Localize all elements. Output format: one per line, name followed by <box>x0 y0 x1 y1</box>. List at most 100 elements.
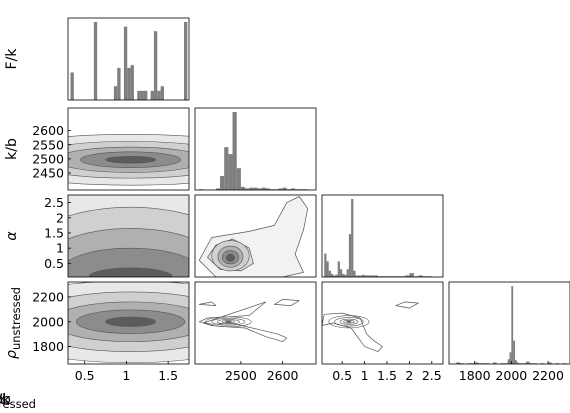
histogram-bar <box>253 187 258 190</box>
histogram-bar <box>93 22 98 100</box>
x-axis-label-Fk: F/k <box>0 392 11 408</box>
histogram-bar <box>143 90 148 100</box>
panel-frame <box>194 107 317 191</box>
contour-level-1 <box>334 317 364 327</box>
x-tick-label: 0.5 <box>332 368 352 383</box>
histogram-bar <box>515 360 517 364</box>
y-tick-label: 0.5 <box>44 256 64 271</box>
histogram-bar <box>418 275 423 277</box>
contour-region-0 <box>198 301 288 342</box>
panel-frame <box>67 107 190 191</box>
histogram-bar <box>369 275 374 277</box>
histogram-bar <box>240 186 246 190</box>
y-tick-label: 2 <box>56 210 64 225</box>
histogram-bar <box>140 90 144 100</box>
y-axis-label-rho: ρunstressed <box>4 287 23 359</box>
histogram-bar <box>339 269 343 277</box>
contour-level-3 <box>225 253 235 262</box>
histogram-bar <box>127 67 131 100</box>
x-axis-label-alpha: α <box>0 392 5 408</box>
histogram-bar <box>249 187 254 190</box>
histogram-bar <box>245 188 250 190</box>
x-tick-label: 1800 <box>459 368 491 383</box>
y-tick-label: 1800 <box>32 339 64 354</box>
histogram-bar <box>348 234 352 277</box>
contour-level-3 <box>343 319 355 324</box>
histogram-bar <box>335 274 338 277</box>
contour-region-1 <box>395 301 419 309</box>
panel-frame <box>67 194 190 278</box>
histogram-bar <box>353 270 356 277</box>
contour-level-4 <box>105 316 156 327</box>
contour-level-2 <box>339 318 359 325</box>
histogram-bar <box>516 362 519 364</box>
histogram-bar <box>493 362 497 364</box>
y-tick-label: 2500 <box>32 151 64 166</box>
y-tick-label: 2200 <box>32 289 64 304</box>
histogram-bar <box>261 187 266 190</box>
y-tick-label: 1.5 <box>44 225 64 240</box>
y-tick-label: 1 <box>56 241 64 256</box>
x-tick-label: 2200 <box>532 368 564 383</box>
histogram-bar <box>509 352 512 364</box>
contour-level-4 <box>346 320 352 323</box>
histogram-rho <box>456 286 567 364</box>
contour-level-0 <box>205 316 252 328</box>
y-tick-label: 2550 <box>32 137 64 152</box>
contour-level-4 <box>225 320 232 323</box>
contour-panel-kb-vs-Fk <box>68 134 189 186</box>
histogram-bar <box>130 65 134 100</box>
contour-level-1 <box>211 317 246 326</box>
histogram-bar <box>330 273 334 277</box>
histogram-bar <box>113 86 118 100</box>
y-tick-label: 2.5 <box>44 195 64 210</box>
contour-region-0 <box>322 312 383 352</box>
x-tick-label: 0.5 <box>75 368 95 383</box>
histogram-bar <box>373 275 379 277</box>
histogram-bar <box>278 188 283 190</box>
panel-frame <box>194 281 317 365</box>
histogram-bar <box>548 362 552 364</box>
histogram-bar <box>404 275 410 277</box>
contour-panel-rho-vs-Fk <box>68 282 189 364</box>
histogram-bar <box>137 90 141 100</box>
histogram-Fk <box>70 22 188 100</box>
x-tick-label: 2.5 <box>422 368 442 383</box>
histogram-bar <box>342 273 345 277</box>
contour-level-3 <box>221 320 235 324</box>
y-axis-label-Fk: F/k <box>4 48 20 70</box>
contour-region-2 <box>198 301 217 306</box>
histogram-bar <box>513 340 515 364</box>
histogram-bar <box>183 22 188 100</box>
histogram-bar <box>360 275 363 277</box>
histogram-bar <box>265 188 271 190</box>
histogram-bar <box>344 274 347 277</box>
contour-level-0 <box>328 315 370 329</box>
x-tick-label: 2600 <box>267 368 299 383</box>
histogram-bar <box>232 112 237 190</box>
x-axis-label-kb: k/b <box>0 392 11 408</box>
x-tick-label: 1 <box>361 368 369 383</box>
histogram-bar <box>117 67 121 100</box>
y-tick-label: 2450 <box>32 166 64 181</box>
histogram-bar <box>282 187 287 190</box>
x-axis-label-rho: ρunstressed <box>0 392 36 411</box>
y-tick-label: 2600 <box>32 123 64 138</box>
histogram-bar <box>257 188 262 190</box>
histogram-bar <box>123 26 128 100</box>
y-tick-label: 2000 <box>32 314 64 329</box>
x-tick-label: 2500 <box>225 368 257 383</box>
contour-level-4 <box>105 156 156 164</box>
contour-level-2 <box>216 319 240 325</box>
histogram-bar <box>511 286 514 364</box>
histogram-bar <box>357 275 361 277</box>
histogram-bar <box>362 274 365 277</box>
panel-frame <box>67 17 190 101</box>
panel-frame <box>448 281 570 365</box>
panel-frame <box>321 281 444 365</box>
histogram-bar <box>355 275 358 277</box>
histogram-bar <box>409 273 414 277</box>
histogram-bar <box>351 199 354 277</box>
histogram-bar <box>324 253 327 277</box>
